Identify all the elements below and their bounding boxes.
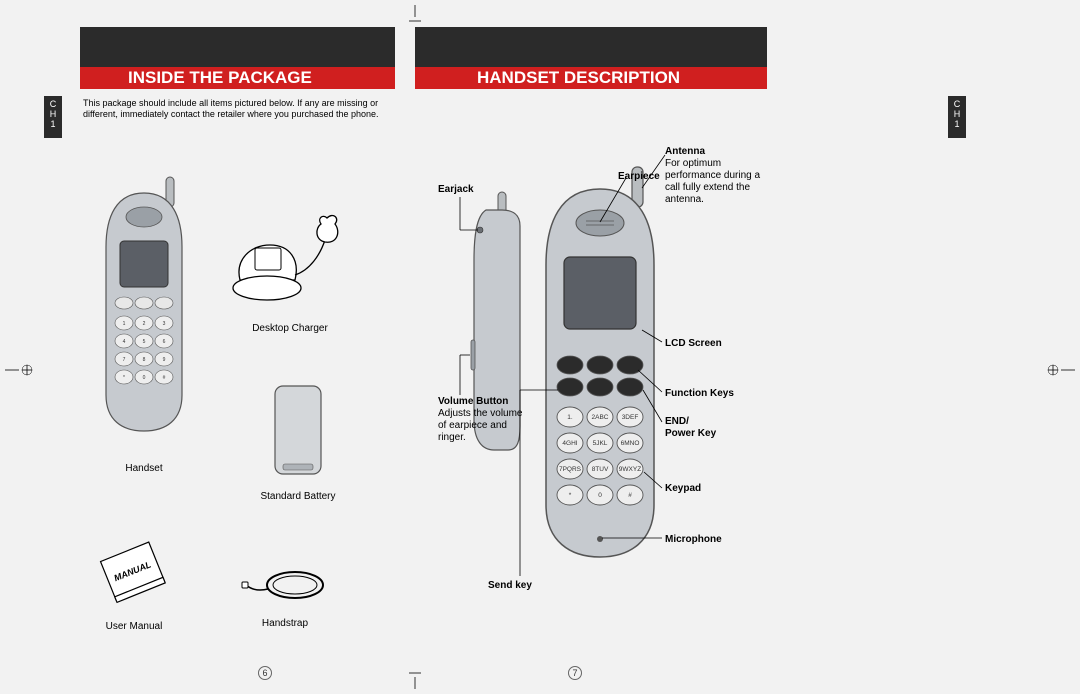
pkg-handset: 1 2 3 4 5 6 7 8 9 * 0 # Handset bbox=[84, 175, 204, 474]
svg-text:7PQRS: 7PQRS bbox=[559, 466, 582, 473]
svg-text:2: 2 bbox=[143, 321, 146, 327]
svg-text:*: * bbox=[123, 375, 125, 381]
pkg-strap: Handstrap bbox=[235, 565, 335, 629]
section-title-left: INSIDE THE PACKAGE bbox=[128, 68, 312, 88]
label-lcd: LCD Screen bbox=[665, 338, 755, 350]
section-header-right: HANDSET DESCRIPTION bbox=[415, 27, 767, 89]
pkg-manual: MANUAL User Manual bbox=[84, 540, 184, 632]
pkg-charger-label: Desktop Charger bbox=[215, 323, 365, 334]
pkg-strap-label: Handstrap bbox=[235, 618, 335, 629]
svg-text:#: # bbox=[628, 492, 632, 499]
label-keypad: Keypad bbox=[665, 483, 755, 495]
pkg-manual-label: User Manual bbox=[84, 621, 184, 632]
svg-text:4: 4 bbox=[123, 339, 126, 345]
label-end-power: END/ Power Key bbox=[665, 416, 755, 440]
label-microphone: Microphone bbox=[665, 534, 755, 546]
svg-text:3: 3 bbox=[163, 321, 166, 327]
svg-text:9: 9 bbox=[163, 357, 166, 363]
svg-text:8TUV: 8TUV bbox=[592, 466, 609, 473]
pkg-handset-label: Handset bbox=[84, 463, 204, 474]
pkg-battery: Standard Battery bbox=[248, 378, 348, 502]
label-earjack: Earjack bbox=[438, 184, 498, 196]
svg-text:0: 0 bbox=[143, 375, 146, 381]
svg-text:0: 0 bbox=[598, 492, 602, 499]
svg-text:3DEF: 3DEF bbox=[622, 414, 639, 421]
label-antenna: Antenna For optimum performance during a… bbox=[665, 146, 775, 206]
label-volume: Volume Button Adjusts the volume of earp… bbox=[438, 396, 528, 444]
page-number-left: 6 bbox=[258, 666, 272, 680]
intro-text: This package should include all items pi… bbox=[83, 98, 393, 121]
svg-text:7: 7 bbox=[123, 357, 126, 363]
svg-text:1.: 1. bbox=[567, 414, 573, 421]
svg-text:#: # bbox=[163, 375, 166, 381]
svg-text:1: 1 bbox=[123, 321, 126, 327]
section-header-left: INSIDE THE PACKAGE bbox=[80, 27, 395, 89]
chapter-tab-right: C H 1 bbox=[948, 96, 966, 138]
section-title-right: HANDSET DESCRIPTION bbox=[477, 68, 680, 88]
label-sendkey: Send key bbox=[488, 580, 558, 592]
pkg-charger: Desktop Charger bbox=[215, 210, 365, 334]
svg-text:2ABC: 2ABC bbox=[592, 414, 609, 421]
svg-text:6MNO: 6MNO bbox=[621, 440, 640, 447]
svg-text:4GHI: 4GHI bbox=[562, 440, 577, 447]
svg-text:6: 6 bbox=[163, 339, 166, 345]
front-phone-illustration: 1.2ABC3DEF 4GHI5JKL6MNO 7PQRS8TUV9WXYZ *… bbox=[530, 165, 670, 565]
pkg-battery-label: Standard Battery bbox=[248, 491, 348, 502]
svg-text:5JKL: 5JKL bbox=[593, 440, 608, 447]
svg-text:9WXYZ: 9WXYZ bbox=[619, 466, 641, 473]
page-number-right: 7 bbox=[568, 666, 582, 680]
svg-text:8: 8 bbox=[143, 357, 146, 363]
label-function-keys: Function Keys bbox=[665, 388, 755, 400]
svg-text:5: 5 bbox=[143, 339, 146, 345]
chapter-tab-left: C H 1 bbox=[44, 96, 62, 138]
